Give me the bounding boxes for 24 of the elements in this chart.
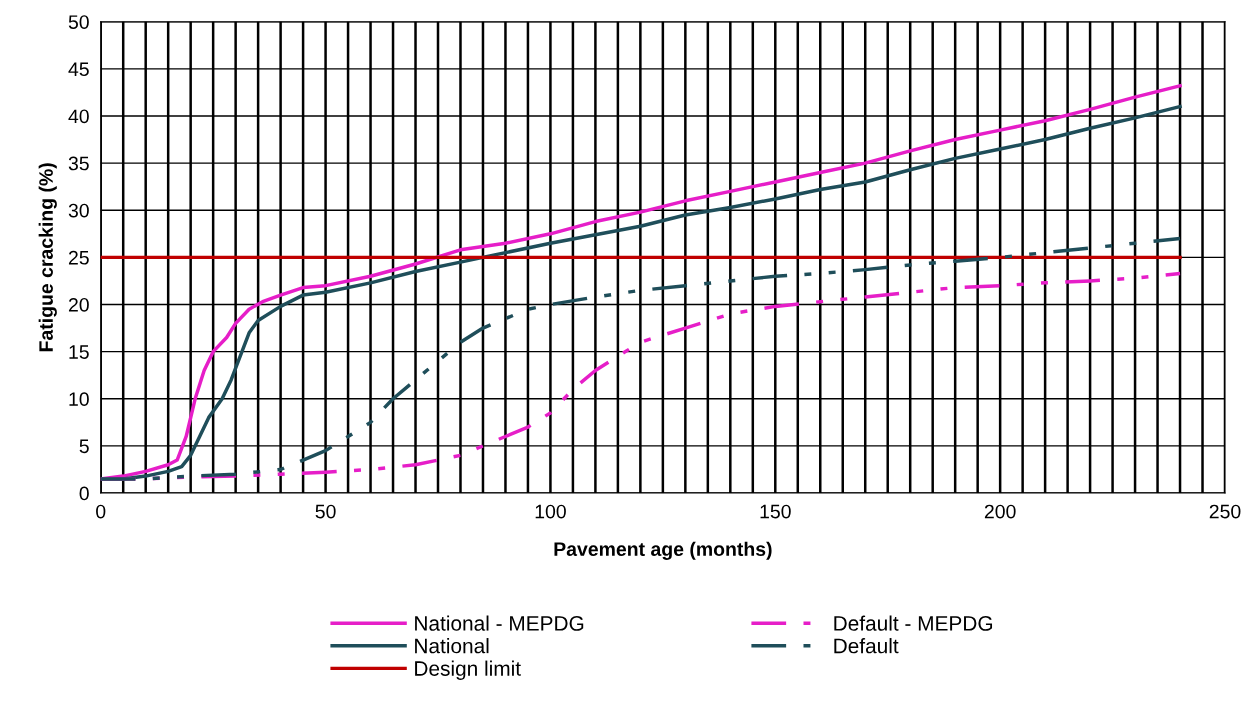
x-axis-title: Pavement age (months) [554, 541, 772, 560]
x-tick-label: 50 [315, 504, 336, 519]
legend-label: National - MEPDG [415, 615, 584, 631]
legend-label: Default [834, 638, 899, 654]
x-tick-label: 200 [984, 504, 1016, 519]
y-tick-label: 5 [79, 439, 89, 454]
y-tick-label: 0 [79, 486, 89, 501]
y-tick-label: 15 [69, 345, 89, 359]
x-tick-label: 150 [760, 504, 791, 519]
y-tick-label: 35 [68, 156, 89, 171]
y-tick-label: 30 [68, 203, 89, 218]
legend-label: Design limit [415, 660, 521, 680]
y-tick-label: 10 [69, 392, 89, 407]
y-tick-label: 25 [68, 250, 89, 265]
y-tick-label: 50 [68, 15, 89, 29]
y-tick-label: 45 [68, 62, 89, 77]
x-tick-label: 250 [1209, 504, 1241, 519]
legend-label: National [415, 638, 489, 654]
x-tick-label: 0 [96, 504, 106, 519]
y-axis-title: Fatigue cracking (%) [38, 163, 57, 352]
legend-label: Default - MEPDG [834, 615, 993, 631]
y-tick-label: 40 [68, 109, 89, 124]
y-tick-label: 20 [68, 297, 89, 312]
x-tick-label: 100 [535, 504, 566, 519]
